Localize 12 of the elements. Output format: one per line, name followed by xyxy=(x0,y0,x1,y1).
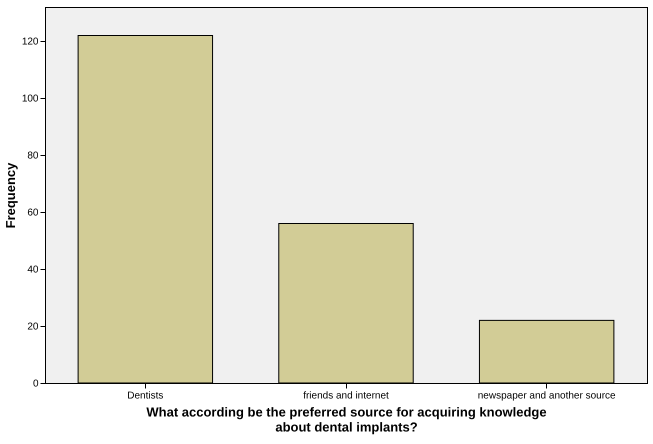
y-tick-label: 20 xyxy=(27,322,39,333)
x-tick-label: Dentists xyxy=(127,390,164,402)
y-tick-label: 120 xyxy=(22,36,39,48)
y-tick-label: 100 xyxy=(22,94,39,105)
x-axis-title: What according be the preferred source for acquiring knowledge about dental implants? xyxy=(146,404,547,434)
y-axis-title: Frequency xyxy=(2,162,18,228)
y-tick-label: 60 xyxy=(27,208,39,219)
x-tick-label: newspaper and another source xyxy=(478,390,616,402)
x-tick-label: friends and internet xyxy=(303,390,390,402)
y-tick-label: 80 xyxy=(27,150,39,162)
y-tick-label: 0 xyxy=(32,378,39,390)
y-tick-label: 40 xyxy=(27,264,39,276)
